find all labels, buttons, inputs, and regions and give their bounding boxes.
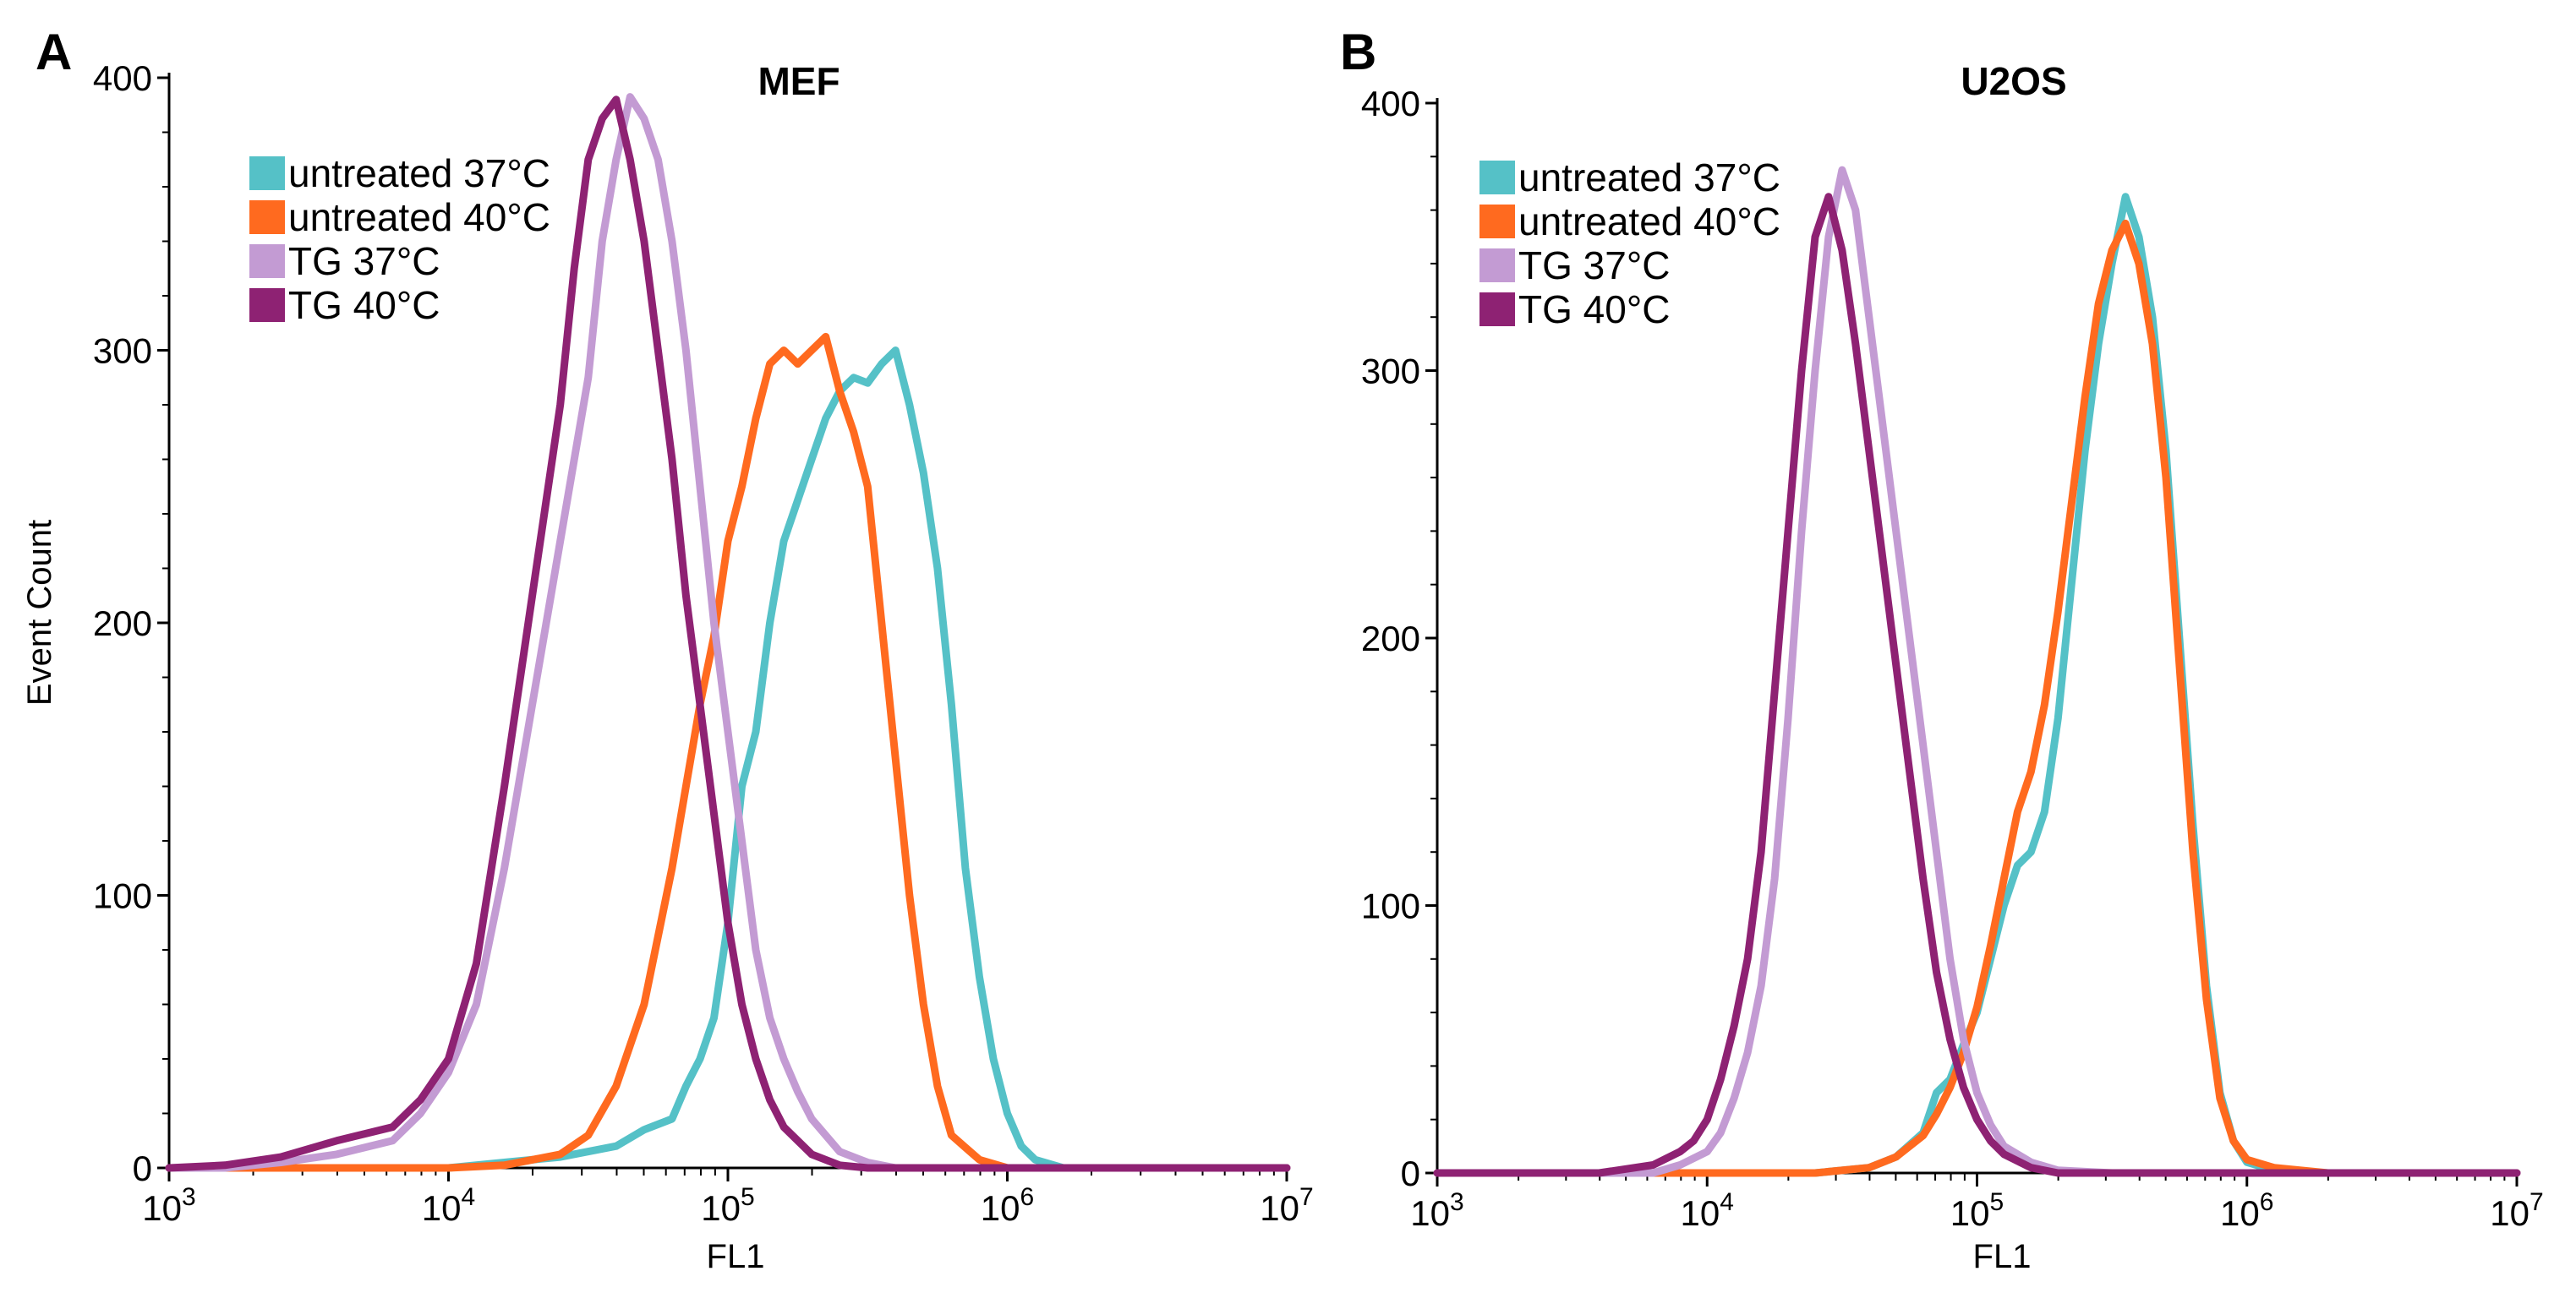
legend-label: TG 37°C <box>1518 243 1670 287</box>
x-tick-label: 105 <box>701 1183 754 1228</box>
series-line-2 <box>1433 166 2521 1177</box>
x-tick-label: 104 <box>422 1183 475 1228</box>
panel-letter-b: B <box>1340 24 1376 80</box>
x-axis-title: FL1 <box>707 1238 765 1275</box>
legend-label: TG 40°C <box>288 283 440 327</box>
x-axis-title: FL1 <box>1973 1238 2032 1275</box>
y-tick-label: 200 <box>1361 619 1420 658</box>
series-line-0 <box>165 346 1291 1172</box>
x-tick-label: 106 <box>2220 1188 2273 1233</box>
series-line-1 <box>1433 219 2521 1177</box>
x-tick-label: 107 <box>2490 1188 2543 1233</box>
panel-a: A MEF Event Count FL1 0 100 200 300 400 103 10… <box>21 24 1314 1275</box>
x-tick-label: 107 <box>1260 1183 1313 1228</box>
legend-swatch <box>249 156 285 190</box>
legend-label: untreated 37°C <box>288 151 550 195</box>
legend-label: untreated 37°C <box>1518 155 1780 199</box>
y-tick-label: 400 <box>1361 84 1420 123</box>
legend-swatch <box>1479 161 1515 194</box>
y-tick-label: 100 <box>93 876 152 916</box>
x-tick-label: 103 <box>142 1183 195 1228</box>
x-tick-label: 105 <box>1950 1188 2004 1233</box>
panel-b: B U2OS FL1 0 100 200 300 400 103 104 105 106 107 u… <box>1340 24 2544 1275</box>
x-tick-label: 103 <box>1410 1188 1463 1233</box>
series-line-1 <box>165 332 1291 1172</box>
series-line-2 <box>165 93 1291 1172</box>
x-tick-label: 106 <box>981 1183 1034 1228</box>
legend-label: untreated 40°C <box>288 195 550 239</box>
x-tick-label: 104 <box>1681 1188 1734 1233</box>
y-tick-label: 0 <box>1401 1154 1420 1193</box>
legend-label: TG 40°C <box>1518 287 1670 331</box>
legend-swatch <box>249 200 285 234</box>
y-tick-label: 0 <box>133 1148 152 1188</box>
legend-label: untreated 40°C <box>1518 199 1780 243</box>
chart-title-mef: MEF <box>757 59 840 103</box>
series-line-0 <box>1433 193 2521 1177</box>
legend-swatch <box>1479 205 1515 238</box>
y-tick-label: 200 <box>93 603 152 643</box>
legend-swatch <box>1479 248 1515 282</box>
legend-swatch <box>249 288 285 322</box>
legend-label: TG 37°C <box>288 239 440 283</box>
legend-swatch <box>249 244 285 278</box>
legend-swatch <box>1479 292 1515 326</box>
y-tick-label: 400 <box>93 58 152 98</box>
y-tick-label: 300 <box>1361 352 1420 391</box>
y-tick-label: 100 <box>1361 887 1420 926</box>
panel-letter-a: A <box>36 24 72 80</box>
chart-title-u2os: U2OS <box>1961 59 2066 103</box>
y-axis-title: Event Count <box>21 520 58 706</box>
series-line-3 <box>165 95 1291 1172</box>
series-line-3 <box>1433 193 2521 1177</box>
y-tick-label: 300 <box>93 331 152 371</box>
